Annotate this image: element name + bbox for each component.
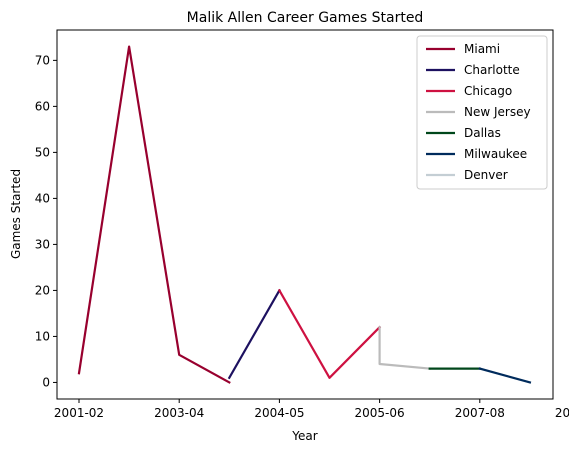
legend-frame xyxy=(416,35,548,190)
plot-frame xyxy=(56,29,554,400)
y-tick-label: 40 xyxy=(35,191,50,205)
y-tick-label: 0 xyxy=(42,375,50,389)
chart-title: Malik Allen Career Games Started xyxy=(187,10,424,26)
y-axis-label: Games Started xyxy=(9,169,23,259)
series-line-charlotte xyxy=(227,288,281,380)
y-tick-label: 30 xyxy=(35,237,50,251)
legend-entry: New Jersey xyxy=(464,105,531,119)
x-axis: 2001-02 2003-04 2004-05 2005-06 2007-08 2009-… xyxy=(54,399,569,420)
y-tick-label: 60 xyxy=(35,99,50,113)
y-tick-label: 10 xyxy=(35,329,50,343)
x-axis-label: Year xyxy=(291,429,317,443)
x-tick-label: 2001-02 xyxy=(54,406,104,420)
legend-entry: Miami xyxy=(464,42,500,56)
series-line-new-jersey xyxy=(378,326,431,370)
series-lines xyxy=(77,45,532,384)
y-tick-label: 50 xyxy=(35,145,50,159)
y-tick-label: 20 xyxy=(35,283,50,297)
legend-entry: Charlotte xyxy=(464,63,520,77)
x-tick-label: 2004-05 xyxy=(254,406,304,420)
legend: Miami Charlotte Chicago New Jersey Dallas Mil… xyxy=(416,35,548,190)
x-tick-label: 2003-04 xyxy=(154,406,204,420)
plot-area xyxy=(56,29,554,400)
y-axis: 0 10 20 30 40 50 60 70 xyxy=(35,53,57,389)
legend-entry: Dallas xyxy=(464,126,501,140)
x-tick-label: 2009-10 xyxy=(555,406,569,420)
series-line-chicago xyxy=(277,288,382,379)
x-tick-label: 2005-06 xyxy=(355,406,405,420)
series-line-miami xyxy=(77,45,231,384)
series-line-milwaukee xyxy=(478,367,532,384)
x-tick-label: 2007-08 xyxy=(455,406,505,420)
y-tick-label: 70 xyxy=(35,53,50,67)
legend-entry: Chicago xyxy=(464,84,512,98)
legend-entry: Denver xyxy=(464,168,508,182)
legend-entry: Milwaukee xyxy=(464,147,527,161)
